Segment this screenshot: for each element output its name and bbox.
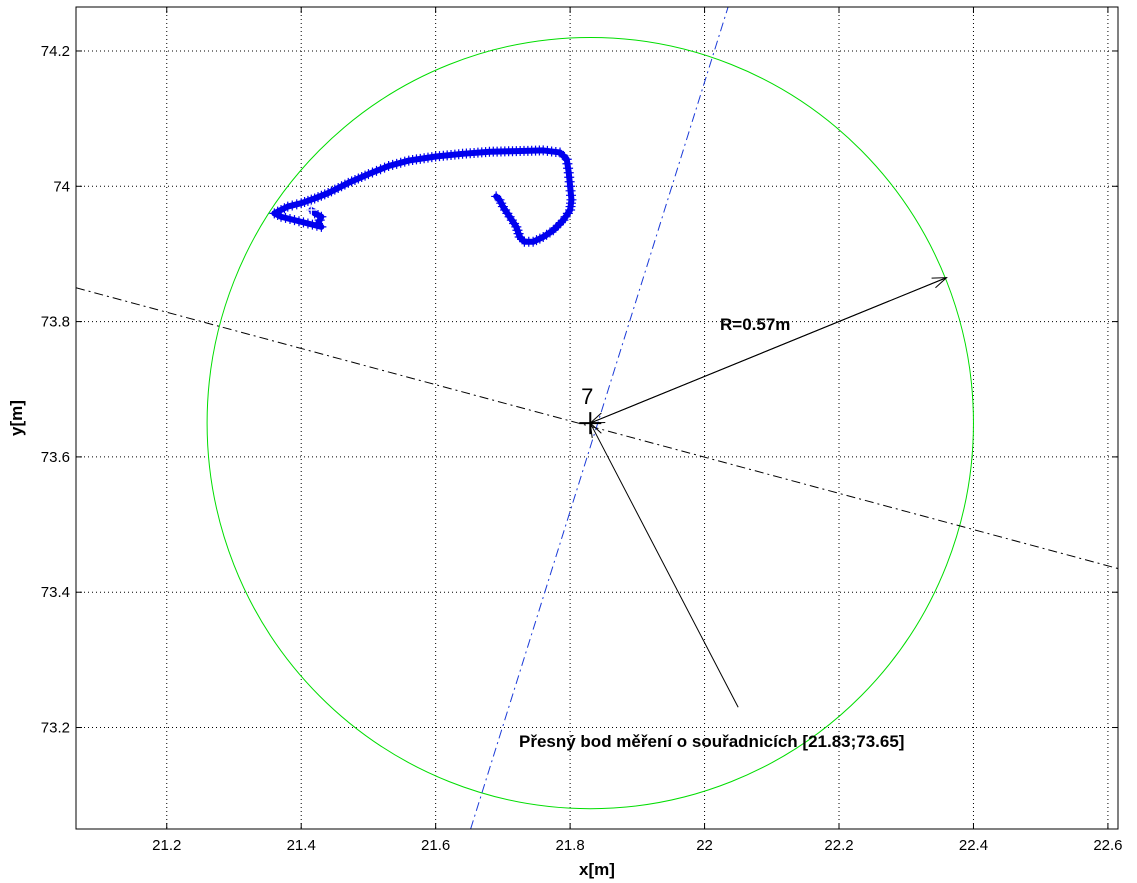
trajectory-point xyxy=(558,215,569,226)
trajectory-point xyxy=(375,164,386,175)
x-tick-label: 21.8 xyxy=(556,837,585,854)
trajectory-point xyxy=(289,215,300,226)
point-arrow-head xyxy=(589,421,602,439)
grid xyxy=(76,7,1118,829)
plot-frame xyxy=(75,6,1119,830)
trajectory-point xyxy=(367,167,378,178)
trajectory-point xyxy=(316,221,327,232)
trajectory-point xyxy=(293,216,304,227)
y-tick-label: 74 xyxy=(53,178,70,195)
point-arrow-shaft xyxy=(589,422,739,708)
trajectory-point xyxy=(391,158,402,169)
trajectory-point xyxy=(395,157,406,168)
trajectory-point xyxy=(302,218,313,229)
trajectory-point xyxy=(311,220,322,231)
point-annotation-label: Přesný bod měření o souřadnicích [21.83;… xyxy=(519,732,904,751)
trajectory-point xyxy=(519,236,530,247)
trajectory-point xyxy=(291,199,302,210)
radius-label: R=0.57m xyxy=(720,315,790,334)
y-tick-label: 73.8 xyxy=(41,314,70,331)
y-tick-label: 73.6 xyxy=(41,449,70,466)
trajectory-point xyxy=(550,222,561,233)
y-tick-label: 73.2 xyxy=(41,720,70,737)
trajectory-point xyxy=(371,165,382,176)
trajectory-point xyxy=(383,160,394,171)
trajectory-point xyxy=(379,162,390,173)
trajectory-point xyxy=(307,219,318,230)
trajectory-point xyxy=(562,158,573,169)
trajectory-point xyxy=(387,159,398,170)
trajectory-point xyxy=(563,163,574,174)
blue-dashdot-line xyxy=(470,7,729,829)
trajectory-point xyxy=(280,212,291,223)
x-tick-label: 22.4 xyxy=(959,837,988,854)
trajectory-point xyxy=(491,191,502,202)
x-tick-label: 22.2 xyxy=(824,837,853,854)
x-tick-label: 21.2 xyxy=(152,837,181,854)
plot-content xyxy=(76,7,1118,829)
radius-arrow-start-shaft xyxy=(590,277,947,424)
x-tick-label: 22.6 xyxy=(1093,837,1122,854)
trajectory-point xyxy=(298,217,309,228)
x-tick-label: 22 xyxy=(696,837,713,854)
trajectory-start-point xyxy=(306,204,317,215)
y-axis-label: y[m] xyxy=(7,400,26,436)
trajectory-point xyxy=(287,200,298,211)
y-tick-label: 74.2 xyxy=(41,43,70,60)
reference-point-label: 7 xyxy=(581,384,593,409)
black-dashdot-line xyxy=(76,287,1118,570)
trajectory-point xyxy=(561,154,572,165)
trajectory-point xyxy=(399,156,410,167)
annotations: 7 R=0.57m Přesný bod měření o souřadnicích… xyxy=(519,277,948,751)
trajectory-point xyxy=(517,234,528,245)
tolerance-circle xyxy=(206,36,974,810)
x-tick-label: 21.4 xyxy=(287,837,316,854)
plot-area xyxy=(76,7,1118,829)
y-tick-label: 73.4 xyxy=(41,584,70,601)
trajectory-point xyxy=(553,220,564,231)
trajectory-point xyxy=(282,201,293,212)
x-tick-label: 21.6 xyxy=(421,837,450,854)
trajectory-point xyxy=(555,217,566,228)
trajectory-point xyxy=(363,169,374,180)
trajectory-point xyxy=(285,213,296,224)
ticks: 21.2 21.4 21.6 21.8 22 22.2 22.4 22.6 73.2 73.4 73… xyxy=(41,7,1123,854)
x-axis-label: x[m] xyxy=(579,860,615,879)
